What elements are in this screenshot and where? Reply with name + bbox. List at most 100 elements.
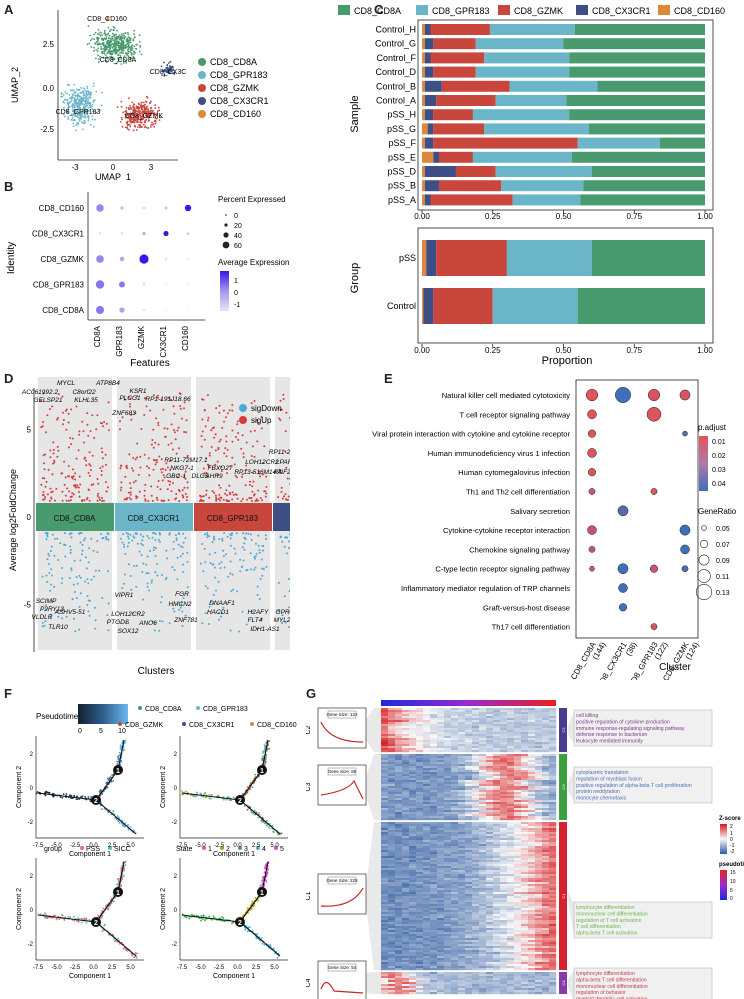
sig-up-point [178, 474, 181, 476]
cell-point [261, 759, 264, 762]
heatmap-cell [402, 710, 410, 713]
sig-up-point [237, 438, 240, 441]
heatmap-cell [451, 750, 459, 753]
heatmap-cell [549, 796, 557, 799]
sig-up-point [71, 437, 74, 440]
sig-down-point [153, 546, 156, 549]
dot-cell [165, 283, 167, 286]
sig-down-point [223, 566, 226, 569]
bar-segment [433, 66, 476, 78]
cell-point [136, 952, 139, 955]
traj-xtick: -7.5 [33, 843, 44, 849]
sig-up-point [236, 497, 239, 500]
heatmap-cell [458, 724, 466, 727]
umap-point [106, 56, 108, 58]
sig-up-point [160, 471, 163, 474]
enrich-point [588, 488, 596, 495]
cell-point [69, 916, 72, 918]
heatmap-cell [388, 730, 396, 733]
umap-point [169, 72, 172, 75]
sig-down-point [254, 555, 257, 558]
traj-ytick: -2 [28, 942, 34, 948]
umap-point [151, 121, 153, 124]
sig-down-point [184, 614, 187, 617]
heatmap-cell [409, 744, 417, 747]
sig-down-point [229, 537, 232, 540]
heatmap-cell [535, 730, 543, 733]
heatmap-cell [437, 764, 445, 767]
panel-label-a: A [4, 2, 14, 17]
sig-up-point [88, 451, 91, 454]
heatmap-cell [521, 718, 529, 721]
sig-down-point [64, 544, 67, 547]
heatmap-cell [388, 720, 396, 723]
sig-down-point [206, 536, 209, 539]
heatmap-cell [528, 762, 536, 765]
bar-segment [422, 137, 425, 149]
heatmap-cell [451, 772, 459, 775]
sig-up-point [218, 484, 221, 487]
bar-segment [495, 166, 592, 177]
sig-down-point [166, 557, 169, 560]
sig-up-point [220, 470, 223, 472]
sig-down-point [236, 590, 238, 593]
sig-up-point [284, 430, 287, 433]
heatmap-cell [416, 766, 424, 769]
heatmap-cell [500, 758, 508, 761]
sig-up-point [99, 422, 102, 424]
sig-up-point [210, 429, 213, 432]
heatmap-cell [521, 710, 529, 713]
heatmap-cell [472, 748, 480, 751]
sig-up-point [127, 491, 130, 494]
sig-up-point [215, 499, 218, 502]
dotplot: CD8_CD160CD8_CX3CR1CD8_GZMKCD8_GPR183CD8… [6, 192, 289, 369]
heatmap-cell [521, 776, 529, 779]
sig-up-point [129, 493, 132, 496]
heatmap-cell [409, 742, 417, 745]
sig-down-point [211, 602, 214, 605]
heatmap-cell [458, 710, 466, 713]
heatmap-cell [486, 776, 494, 779]
sig-up-point [252, 445, 254, 448]
heatmap-cell [486, 718, 494, 721]
gene-label: IDH1-AS1 [250, 626, 280, 633]
umap-point [150, 109, 152, 112]
sig-up-point [279, 419, 282, 422]
sig-up-point [249, 480, 252, 483]
sig-down-point [154, 533, 157, 535]
heatmap-cell [430, 740, 438, 743]
traj-xtick: -7.5 [177, 965, 188, 971]
heatmap-cell [479, 798, 487, 801]
heatmap-cell [444, 748, 452, 751]
umap-point [147, 127, 150, 129]
sig-up-point [163, 476, 166, 479]
sig-down-point [46, 535, 49, 538]
sig-down-point [179, 545, 182, 548]
heatmap-cell [549, 754, 557, 757]
heatmap-cell [444, 712, 452, 715]
enrich-point [681, 565, 689, 573]
sig-up-point [134, 412, 137, 415]
heatmap-cell [549, 726, 557, 729]
cell-point [212, 915, 215, 917]
umap-point [107, 32, 110, 35]
sig-down-point [222, 606, 225, 609]
heatmap-cell [514, 736, 522, 739]
sig-down-point [218, 562, 221, 565]
sig-up-point [155, 496, 158, 499]
gene-label: RP13-516M14.4 [234, 469, 282, 476]
heatmap-cell [381, 766, 389, 769]
bar-segment [484, 123, 589, 135]
heatmap-cell [465, 728, 473, 731]
x-tick-label: 0.00 [414, 212, 430, 221]
umap-point [126, 43, 129, 46]
sig-up-point [178, 392, 181, 395]
bar-segment [424, 109, 434, 121]
umap-point [82, 92, 85, 94]
heatmap-cell [395, 708, 403, 711]
heatmap-cell [423, 718, 431, 721]
sig-down-point [233, 547, 236, 550]
umap-point [111, 35, 113, 38]
heatmap-cell [500, 794, 508, 797]
sig-down-point [239, 570, 242, 573]
